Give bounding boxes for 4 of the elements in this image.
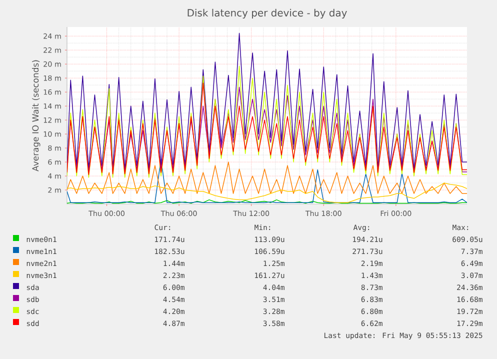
y-axis-title: Average IO Wait (seconds) xyxy=(32,60,40,172)
line-series xyxy=(67,32,468,170)
line-series xyxy=(67,162,468,194)
chart-title: Disk latency per device - by day xyxy=(188,8,347,19)
